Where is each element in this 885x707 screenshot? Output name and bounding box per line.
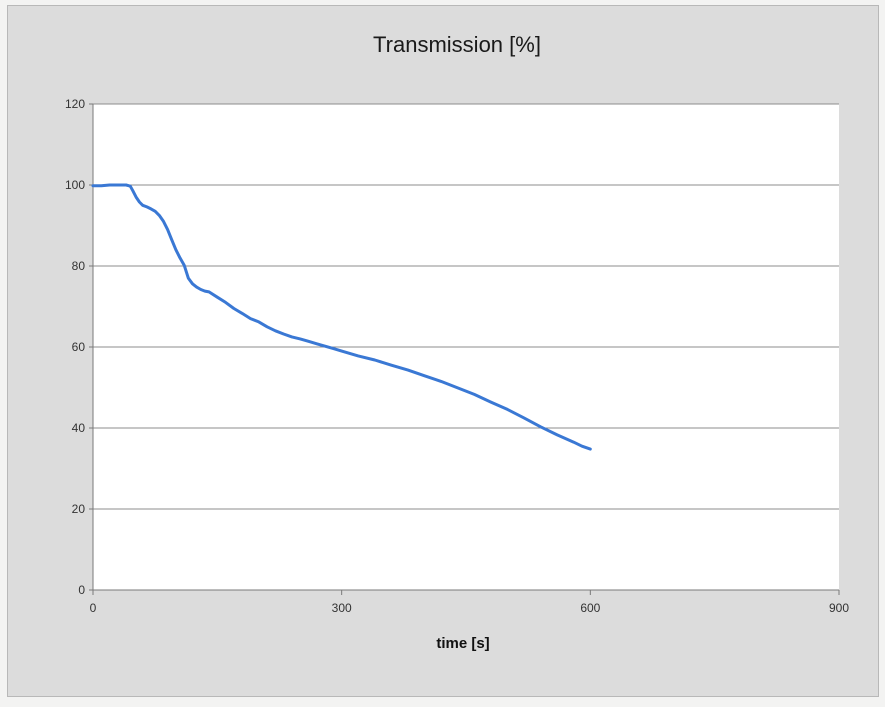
x-tick-label: 0 [90, 601, 97, 615]
y-tick-label: 40 [72, 421, 86, 435]
y-tick-label: 100 [65, 178, 85, 192]
y-tick-label: 0 [78, 583, 85, 597]
x-tick-label: 600 [580, 601, 600, 615]
series-line-0 [91, 183, 592, 451]
y-tick-label: 60 [72, 340, 86, 354]
chart-title: Transmission [%] [373, 32, 541, 57]
x-tick-label: 300 [332, 601, 352, 615]
x-axis-label: time [s] [436, 635, 489, 652]
x-tick-label: 900 [829, 601, 849, 615]
y-tick-label: 80 [72, 259, 86, 273]
y-tick-label: 20 [72, 502, 86, 516]
tick-labels: 0 20 40 60 80 100 120 0 300 600 900 [65, 97, 849, 615]
y-tick-label: 120 [65, 97, 85, 111]
gridlines [93, 103, 839, 510]
series-layer [91, 183, 592, 451]
